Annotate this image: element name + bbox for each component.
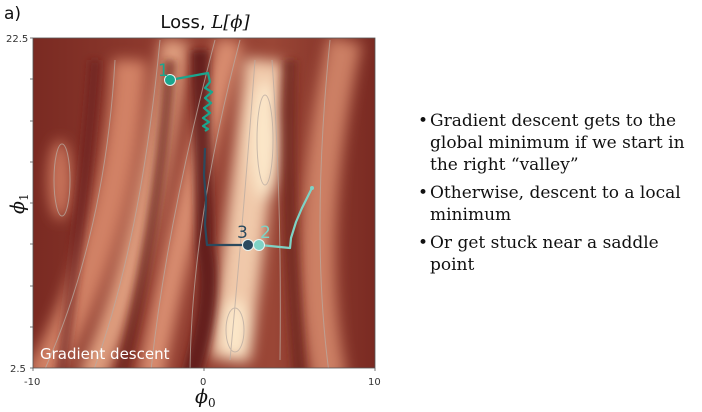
contour-lines: [44, 39, 331, 368]
panel-label: a): [4, 4, 22, 24]
y-axis-label: ϕ1: [7, 193, 31, 214]
bullet-dot: •: [418, 183, 429, 203]
heatmap-area: [33, 38, 375, 368]
x-axis-ticks: [32, 368, 376, 371]
valleys: [55, 49, 307, 368]
bullet-text: Gradient descent gets to the global mini…: [430, 111, 685, 175]
bullet-text: Or get stuck near a saddle point: [430, 233, 659, 275]
trajectory-2: 2: [253, 186, 314, 251]
y-tick-bottom: 2.5: [10, 364, 26, 375]
bullet-dot: •: [418, 111, 429, 131]
bullet-list: • Gradient descent gets to the global min…: [418, 110, 698, 282]
title-prefix: Loss,: [160, 12, 212, 33]
bullet-item: • Gradient descent gets to the global min…: [418, 110, 698, 176]
bullet-item: • Otherwise, descent to a local minimum: [418, 182, 698, 226]
figure-title: Loss, L[ϕ]: [120, 12, 290, 33]
trajectory-1-label: 1: [158, 61, 169, 81]
trajectory-2-start: [310, 186, 314, 190]
x-axis-label: ϕ0: [195, 386, 216, 410]
title-math: L[ϕ]: [211, 12, 250, 33]
trajectory-1: 1: [158, 61, 214, 132]
bullet-dot: •: [418, 233, 429, 253]
y-axis-ticks: [30, 37, 33, 369]
x-tick-right: 10: [368, 377, 381, 388]
trajectory-3-label: 3: [237, 223, 248, 243]
trajectory-1-start: [164, 74, 176, 86]
bullet-item: • Or get stuck near a saddle point: [418, 232, 698, 276]
x-tick-mid: 0: [200, 377, 206, 388]
y-tick-top: 22.5: [6, 34, 28, 45]
gradient-descent-watermark: Gradient descent: [40, 345, 170, 363]
trajectory-2-label: 2: [260, 223, 271, 243]
trajectory-2-end: [253, 239, 265, 251]
svg-text:ϕ1: ϕ1: [7, 193, 31, 214]
bullet-text: Otherwise, descent to a local minimum: [430, 183, 681, 225]
svg-text:ϕ0: ϕ0: [195, 386, 216, 410]
x-tick-left: -10: [24, 377, 40, 388]
trajectory-3: 3: [202, 147, 254, 251]
